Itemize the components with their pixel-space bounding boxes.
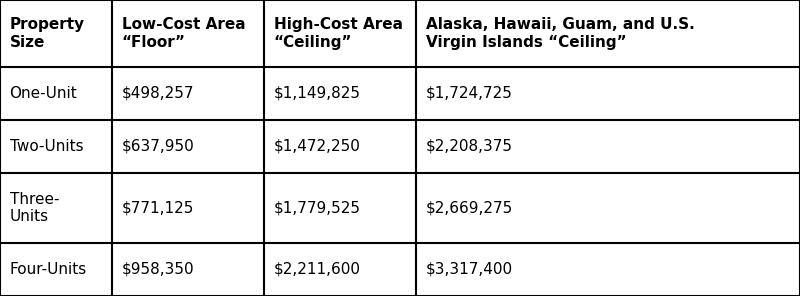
Text: $1,149,825: $1,149,825 [274, 86, 361, 101]
Text: High-Cost Area
“Ceiling”: High-Cost Area “Ceiling” [274, 17, 402, 49]
Text: $637,950: $637,950 [122, 139, 194, 154]
Text: $1,472,250: $1,472,250 [274, 139, 361, 154]
Text: Two-Units: Two-Units [10, 139, 83, 154]
Text: Alaska, Hawaii, Guam, and U.S.
Virgin Islands “Ceiling”: Alaska, Hawaii, Guam, and U.S. Virgin Is… [426, 17, 694, 49]
Text: $3,317,400: $3,317,400 [426, 262, 513, 277]
Text: Property
Size: Property Size [10, 17, 85, 49]
Text: One-Unit: One-Unit [10, 86, 78, 101]
Text: $1,724,725: $1,724,725 [426, 86, 513, 101]
Text: $2,208,375: $2,208,375 [426, 139, 513, 154]
Text: $498,257: $498,257 [122, 86, 194, 101]
Text: $2,211,600: $2,211,600 [274, 262, 361, 277]
Text: $2,669,275: $2,669,275 [426, 200, 513, 215]
Text: $958,350: $958,350 [122, 262, 194, 277]
Text: Three-
Units: Three- Units [10, 192, 59, 224]
Text: Low-Cost Area
“Floor”: Low-Cost Area “Floor” [122, 17, 246, 49]
Text: Four-Units: Four-Units [10, 262, 87, 277]
Text: $1,779,525: $1,779,525 [274, 200, 361, 215]
Text: $771,125: $771,125 [122, 200, 194, 215]
